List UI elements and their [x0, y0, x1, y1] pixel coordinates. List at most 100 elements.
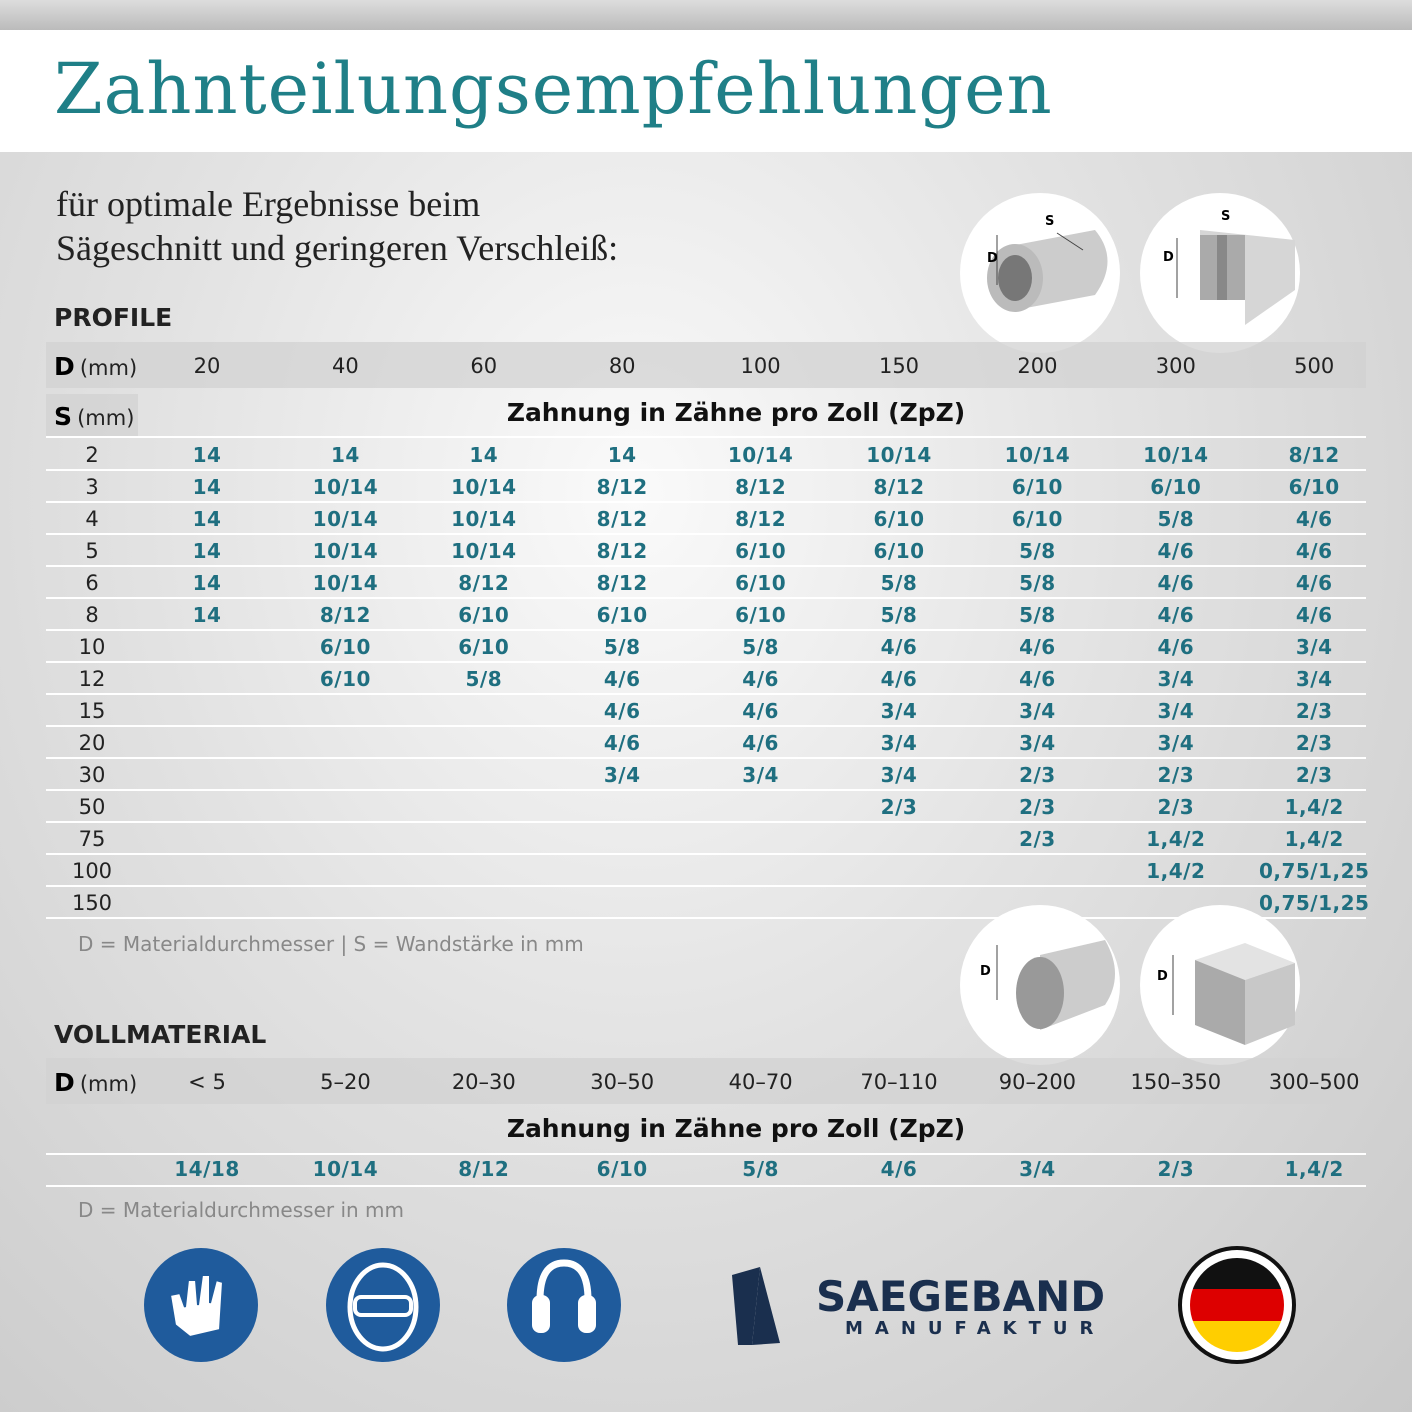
row-rule: [46, 533, 1366, 535]
cell: 3/4: [1019, 1157, 1056, 1181]
row-rule: [46, 565, 1366, 567]
diagram-label: D: [980, 964, 991, 979]
d-row-band: [46, 1058, 1366, 1104]
cell: 4/6: [1295, 603, 1333, 627]
row-header: 50: [78, 795, 106, 819]
cell: 2/3: [1157, 795, 1195, 819]
cell: 3/4: [1157, 667, 1195, 691]
cell: 10/14: [312, 539, 379, 563]
cell: 3/4: [742, 763, 779, 787]
cell: 8/12: [458, 571, 510, 595]
row-rule: [46, 1153, 1366, 1155]
d-row-band: [46, 342, 1366, 388]
d-header: D (mm): [54, 352, 137, 381]
column-header: 80: [608, 354, 636, 378]
cell: 3/4: [880, 731, 918, 755]
s-label-band: [46, 394, 138, 436]
column-header: 40–70: [728, 1070, 793, 1094]
cell: 6/10: [458, 603, 510, 627]
row-rule: [46, 693, 1366, 695]
cell: 6/10: [1288, 475, 1340, 499]
profile-diagrams: D S D S: [960, 193, 1300, 353]
row-header: 2: [85, 443, 99, 467]
column-header: 5–20: [320, 1070, 371, 1094]
row-header: 5: [85, 539, 99, 563]
row-rule: [46, 853, 1366, 855]
cell: 8/12: [1288, 443, 1340, 467]
row-header: 8: [85, 603, 99, 627]
cell: 6/10: [735, 539, 787, 563]
cell: 14/18: [174, 1157, 240, 1181]
row-rule: [46, 757, 1366, 759]
cell: 2/3: [1157, 1157, 1195, 1181]
column-header: 70–110: [860, 1070, 938, 1094]
column-header: 20: [193, 354, 221, 378]
cell: 2/3: [1295, 699, 1333, 723]
cell: 14: [192, 571, 222, 595]
cell: 6/10: [735, 571, 787, 595]
cell: 8/12: [873, 475, 925, 499]
cell: 14: [192, 475, 222, 499]
top-strip: [0, 0, 1412, 30]
cell: 4/6: [1157, 635, 1195, 659]
row-header: 75: [78, 827, 106, 851]
cell: 10/14: [1004, 443, 1071, 467]
subtitle: für optimale Ergebnisse beim Sägeschnitt…: [56, 182, 618, 270]
row-rule: [46, 597, 1366, 599]
cell: 8/12: [735, 475, 787, 499]
row-rule: [46, 885, 1366, 887]
cell: 4/6: [603, 667, 641, 691]
cell: 2/3: [1295, 731, 1333, 755]
d-unit: (mm): [79, 1072, 138, 1096]
cell: 14: [607, 443, 637, 467]
cell: 3/4: [1019, 699, 1056, 723]
cell: 10/14: [312, 1157, 379, 1181]
cell: 0,75/1,25: [1258, 891, 1370, 915]
cell: 4/6: [1019, 635, 1056, 659]
s-unit: (mm): [77, 406, 135, 430]
note: D = Materialdurchmesser in mm: [78, 1198, 405, 1222]
cell: 2/3: [1019, 763, 1056, 787]
cell: 10/14: [451, 539, 517, 563]
column-header: 300–500: [1268, 1070, 1360, 1094]
diagram-label: D: [1157, 969, 1168, 984]
title: Zahnteilungsempfehlungen: [54, 48, 1053, 130]
subtitle-line: für optimale Ergebnisse beim: [56, 184, 481, 224]
cell: 4/6: [1157, 571, 1195, 595]
cell: 2/3: [880, 795, 918, 819]
cell: 4/6: [1295, 539, 1333, 563]
logo-tagline: MANUFAKTUR: [845, 1318, 1106, 1339]
row-rule: [46, 501, 1366, 503]
column-header: 200: [1017, 354, 1058, 378]
cell: 14: [469, 443, 499, 467]
cell: 3/4: [1019, 731, 1056, 755]
cell: 4/6: [880, 1157, 918, 1181]
cell: 2/3: [1295, 763, 1333, 787]
cell: 10/14: [866, 443, 932, 467]
cell: 10/14: [727, 443, 794, 467]
cell: 0,75/1,25: [1258, 859, 1370, 883]
cell: 6/10: [1150, 475, 1202, 499]
column-header: 100: [740, 354, 781, 378]
cell: 5/8: [1157, 507, 1195, 531]
d-unit: (mm): [79, 356, 138, 380]
column-header: 60: [470, 354, 498, 378]
cell: 5/8: [1019, 539, 1056, 563]
title-bar: Zahnteilungsempfehlungen: [0, 30, 1412, 152]
cell: 10/14: [451, 475, 517, 499]
cell: 3/4: [880, 763, 918, 787]
cell: 5/8: [880, 603, 918, 627]
subtitle-line: Sägeschnitt und geringeren Verschleiß:: [56, 228, 619, 268]
cell: 6/10: [319, 635, 371, 659]
row-header: 150: [71, 891, 113, 915]
cell: 3/4: [1157, 699, 1195, 723]
row-rule: [46, 629, 1366, 631]
cell: 5/8: [465, 667, 503, 691]
row-header: 3: [85, 475, 99, 499]
row-rule: [46, 917, 1366, 919]
cell: 8/12: [735, 507, 787, 531]
cell: 2/3: [1019, 827, 1056, 851]
cell: 6/10: [596, 1157, 648, 1181]
caption: Zahnung in Zähne pro Zoll (ZpZ): [506, 398, 966, 427]
